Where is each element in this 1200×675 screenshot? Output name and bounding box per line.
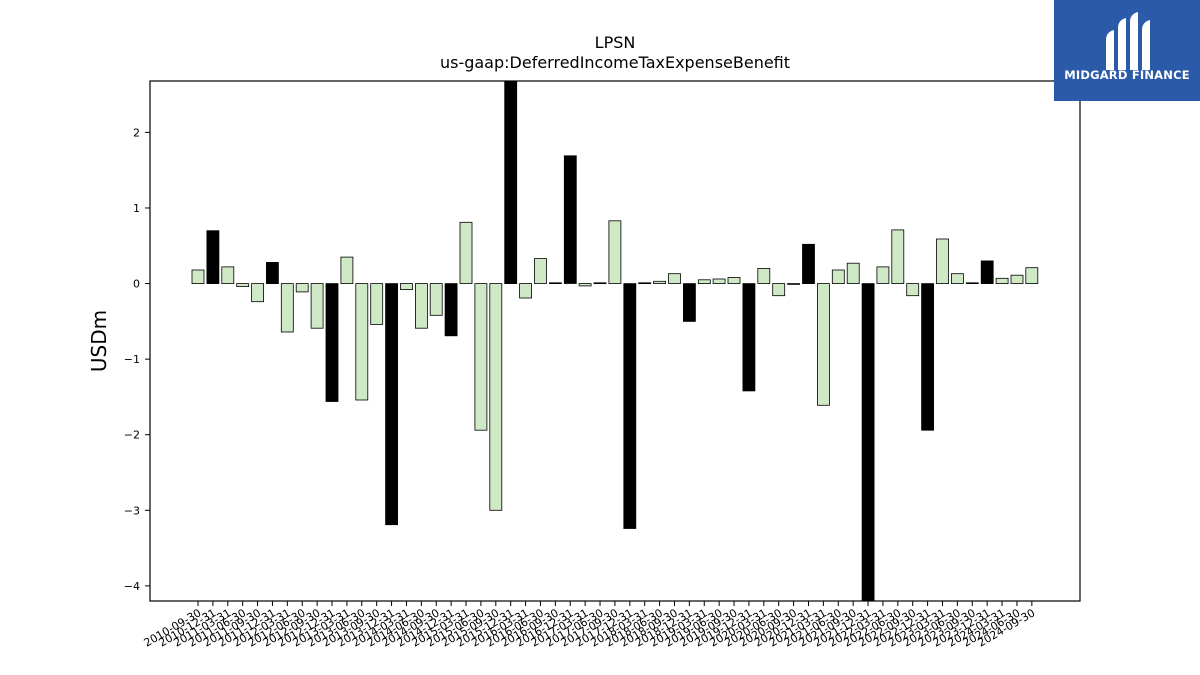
bar	[563, 155, 577, 284]
logo-mark-icon	[1106, 12, 1150, 70]
chart-title: LPSN	[595, 33, 636, 52]
x-axis: 2010-09-302010-12-312011-03-312011-06-30…	[142, 601, 1037, 650]
bar	[265, 261, 279, 284]
bar	[742, 283, 756, 392]
y-tick-label: −4	[124, 580, 140, 593]
y-tick-label: −1	[124, 353, 140, 366]
bar	[891, 229, 905, 284]
bar	[638, 282, 652, 284]
bar	[846, 262, 860, 285]
bar	[236, 283, 250, 288]
bar	[876, 266, 890, 284]
bar	[653, 280, 666, 284]
bar	[831, 269, 845, 285]
bar	[429, 283, 443, 316]
bar	[995, 277, 1009, 284]
y-tick-label: 2	[133, 126, 140, 139]
bar	[444, 283, 458, 337]
bar	[757, 267, 771, 284]
bar	[489, 283, 503, 511]
bar	[787, 283, 800, 285]
bar	[474, 283, 488, 431]
bar	[1010, 274, 1024, 284]
bar	[608, 220, 622, 284]
bar	[459, 221, 473, 284]
bar	[549, 282, 562, 284]
bar	[906, 283, 920, 297]
bar	[697, 279, 711, 284]
bar	[325, 283, 339, 402]
y-tick-label: 1	[133, 202, 140, 215]
bar	[921, 283, 934, 431]
bar	[712, 278, 726, 284]
bar	[951, 273, 964, 284]
bar	[280, 283, 294, 333]
bar	[727, 277, 741, 284]
bar	[817, 283, 830, 406]
bar	[683, 283, 696, 322]
bar	[534, 258, 547, 284]
bar	[623, 283, 637, 529]
bar	[965, 282, 979, 284]
bar	[519, 283, 532, 299]
bars-group	[191, 81, 1039, 601]
bar	[936, 238, 949, 284]
bar	[578, 283, 592, 287]
bar	[340, 256, 354, 285]
logo-text: MIDGARD FINANCE	[1064, 68, 1190, 82]
bar	[370, 283, 384, 325]
bar	[400, 283, 413, 291]
bar	[191, 269, 205, 285]
chart-subtitle: us-gaap:DeferredIncomeTaxExpenseBenefit	[440, 53, 790, 72]
y-axis: −4 −3 −2 −1 0 1 2	[124, 126, 150, 593]
bar	[206, 230, 220, 284]
y-axis-label: USDm	[87, 310, 111, 372]
bar	[295, 283, 309, 293]
bar	[1025, 267, 1039, 285]
y-tick-label: 0	[133, 278, 140, 291]
bar	[980, 260, 994, 284]
midgard-finance-logo: MIDGARD FINANCE	[1054, 0, 1200, 101]
bar	[668, 273, 681, 284]
y-tick-label: −3	[124, 504, 140, 517]
bar	[221, 266, 235, 284]
plot-frame	[149, 80, 1081, 602]
bar	[504, 81, 518, 284]
bar	[593, 282, 607, 284]
bar	[861, 283, 875, 601]
bar	[414, 283, 428, 329]
bar	[802, 243, 815, 285]
bar	[355, 283, 369, 401]
bar	[385, 283, 399, 526]
bar	[251, 283, 265, 303]
y-tick-label: −2	[124, 429, 140, 442]
bar	[772, 283, 786, 297]
bar	[310, 283, 324, 329]
